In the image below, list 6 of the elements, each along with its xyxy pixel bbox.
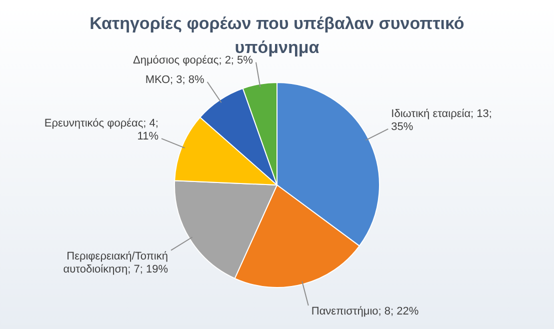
slice-label: Πανεπιστήμιο; 8; 22%: [311, 306, 419, 318]
slice-label: Δημόσιος φορέας; 2; 5%: [133, 54, 254, 66]
slice-label: ΜΚΟ; 3; 8%: [145, 74, 204, 86]
slice-label: Ερευνητικός φορέας; 4; 11%: [44, 118, 159, 143]
slice-label: Περιφερειακή/Τοπική αυτοδιοίκηση; 7; 19%: [63, 250, 168, 276]
slice-label: Ιδιωτική εταιρεία; 13; 35%: [391, 108, 492, 133]
